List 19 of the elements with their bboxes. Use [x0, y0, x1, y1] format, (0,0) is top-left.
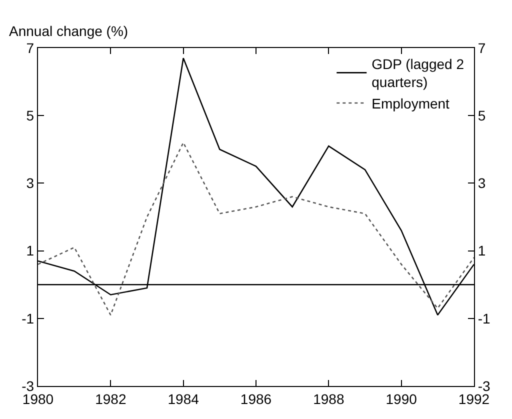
y-tick-label: 1 — [26, 242, 34, 259]
y-tick-label: 5 — [26, 108, 34, 124]
y2-tick-label: -1 — [478, 310, 491, 326]
y2-tick-label: 5 — [478, 108, 486, 124]
y-tick-label: 7 — [26, 40, 34, 56]
x-tick-label: 1986 — [240, 390, 272, 407]
y-tick-label: -1 — [22, 310, 34, 326]
y2-tick-label: 3 — [478, 175, 486, 192]
y-tick-label: 3 — [26, 175, 34, 192]
legend-label: Employment — [372, 95, 450, 112]
x-tick-label: 1990 — [386, 390, 418, 407]
y2-tick-label: 1 — [478, 242, 486, 259]
x-tick-label: 1988 — [313, 390, 344, 407]
y2-tick-label: 7 — [478, 40, 486, 56]
legend-label: GDP (lagged 2 quarters) — [372, 56, 464, 90]
x-tick-label: 1982 — [95, 390, 126, 407]
line-series — [38, 142, 474, 316]
x-tick-label: 1984 — [168, 390, 200, 407]
y-axis-title: Annual change (%) — [9, 23, 128, 39]
